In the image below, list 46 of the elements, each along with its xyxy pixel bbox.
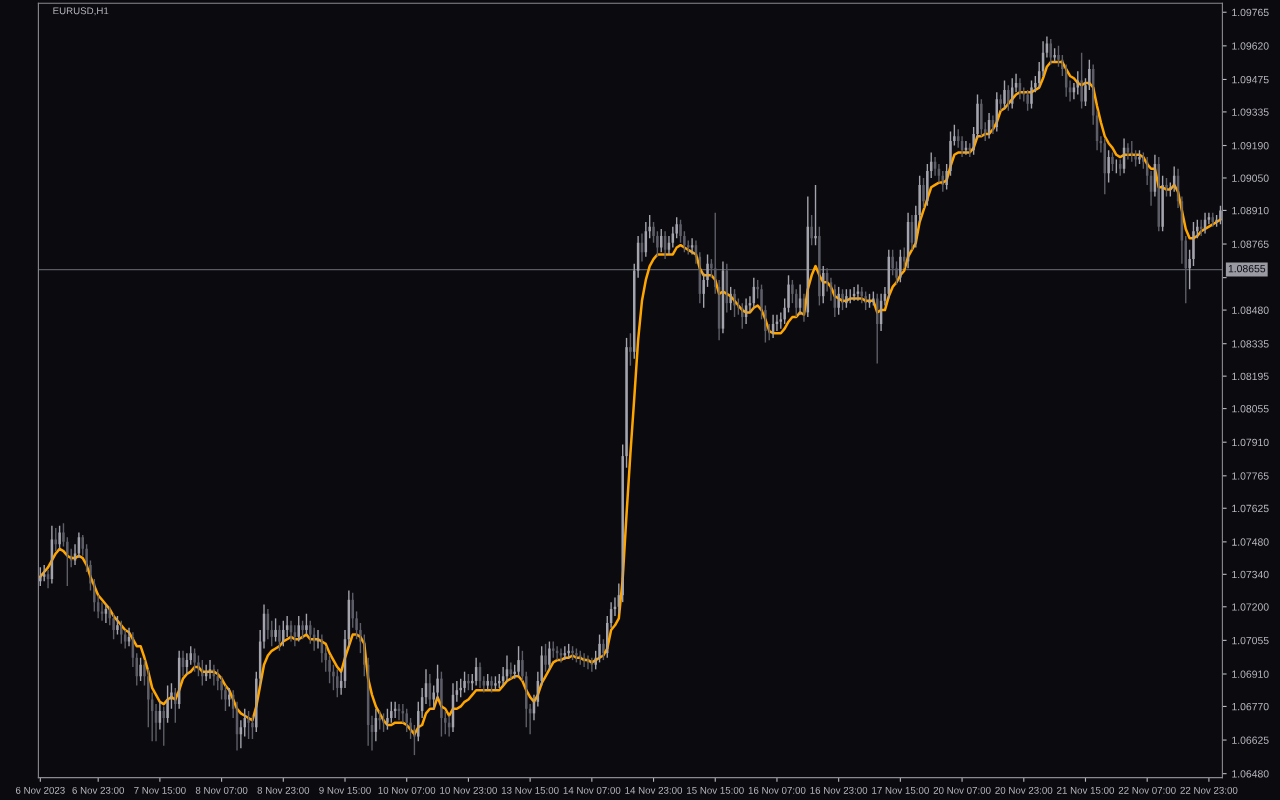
x-tick-label: 7 Nov 15:00 — [134, 786, 186, 794]
x-tick-label: 14 Nov 23:00 — [625, 786, 683, 794]
y-tick-label: 1.06625 — [1232, 736, 1269, 744]
y-tick-label: 1.07765 — [1232, 472, 1269, 480]
x-tick-label: 16 Nov 07:00 — [748, 786, 806, 794]
y-tick-label: 1.06910 — [1232, 670, 1269, 678]
x-tick-label: 16 Nov 23:00 — [810, 786, 868, 794]
y-tick-label: 1.07055 — [1232, 636, 1269, 645]
y-tick-label: 1.08335 — [1232, 340, 1269, 348]
y-tick-label: 1.09335 — [1232, 108, 1269, 116]
x-tick-label: 10 Nov 23:00 — [440, 786, 497, 794]
y-tick-label: 1.09475 — [1232, 75, 1269, 84]
x-tick-label: 17 Nov 15:00 — [872, 786, 929, 794]
x-tick-label: 21 Nov 15:00 — [1057, 786, 1115, 794]
y-tick-label: 1.07480 — [1232, 538, 1269, 546]
x-tick-label: 8 Nov 23:00 — [257, 786, 310, 794]
y-tick-label: 1.08195 — [1232, 372, 1269, 381]
y-tick-label: 1.08480 — [1232, 306, 1269, 314]
x-tick-label: 22 Nov 23:00 — [1180, 786, 1238, 794]
candlestick — [494, 675, 497, 691]
x-tick-label: 22 Nov 07:00 — [1118, 786, 1176, 794]
chart-title: EURUSD,H1 — [53, 7, 109, 16]
y-tick-label: 1.09190 — [1232, 142, 1269, 150]
y-tick-label: 1.08765 — [1232, 240, 1269, 248]
y-tick-label: 1.07340 — [1232, 570, 1269, 579]
y-tick-label: 1.09050 — [1232, 174, 1269, 182]
y-tick-label: 1.08055 — [1232, 405, 1269, 413]
y-tick-label: 1.07910 — [1232, 438, 1269, 447]
x-tick-label: 20 Nov 07:00 — [933, 786, 991, 794]
x-tick-label: 13 Nov 15:00 — [501, 786, 559, 794]
ref-line-label: 1.08655 — [1228, 264, 1266, 273]
y-tick-label: 1.07625 — [1232, 504, 1269, 513]
y-tick-label: 1.09620 — [1232, 42, 1269, 50]
x-tick-label: 9 Nov 15:00 — [319, 786, 371, 794]
x-tick-label: 8 Nov 07:00 — [195, 786, 248, 794]
y-tick-label: 1.08910 — [1232, 206, 1269, 215]
x-tick-label: 15 Nov 15:00 — [687, 786, 744, 794]
x-tick-label: 6 Nov 2023 — [15, 786, 65, 794]
x-tick-label: 10 Nov 07:00 — [378, 786, 436, 794]
y-tick-label: 1.09765 — [1232, 8, 1269, 17]
y-tick-label: 1.06480 — [1232, 770, 1269, 778]
y-tick-label: 1.07200 — [1232, 603, 1269, 611]
y-tick-label: 1.06770 — [1232, 702, 1269, 711]
x-tick-label: 6 Nov 23:00 — [72, 786, 125, 794]
x-tick-label: 14 Nov 07:00 — [563, 786, 621, 794]
x-tick-label: 20 Nov 23:00 — [995, 786, 1053, 794]
